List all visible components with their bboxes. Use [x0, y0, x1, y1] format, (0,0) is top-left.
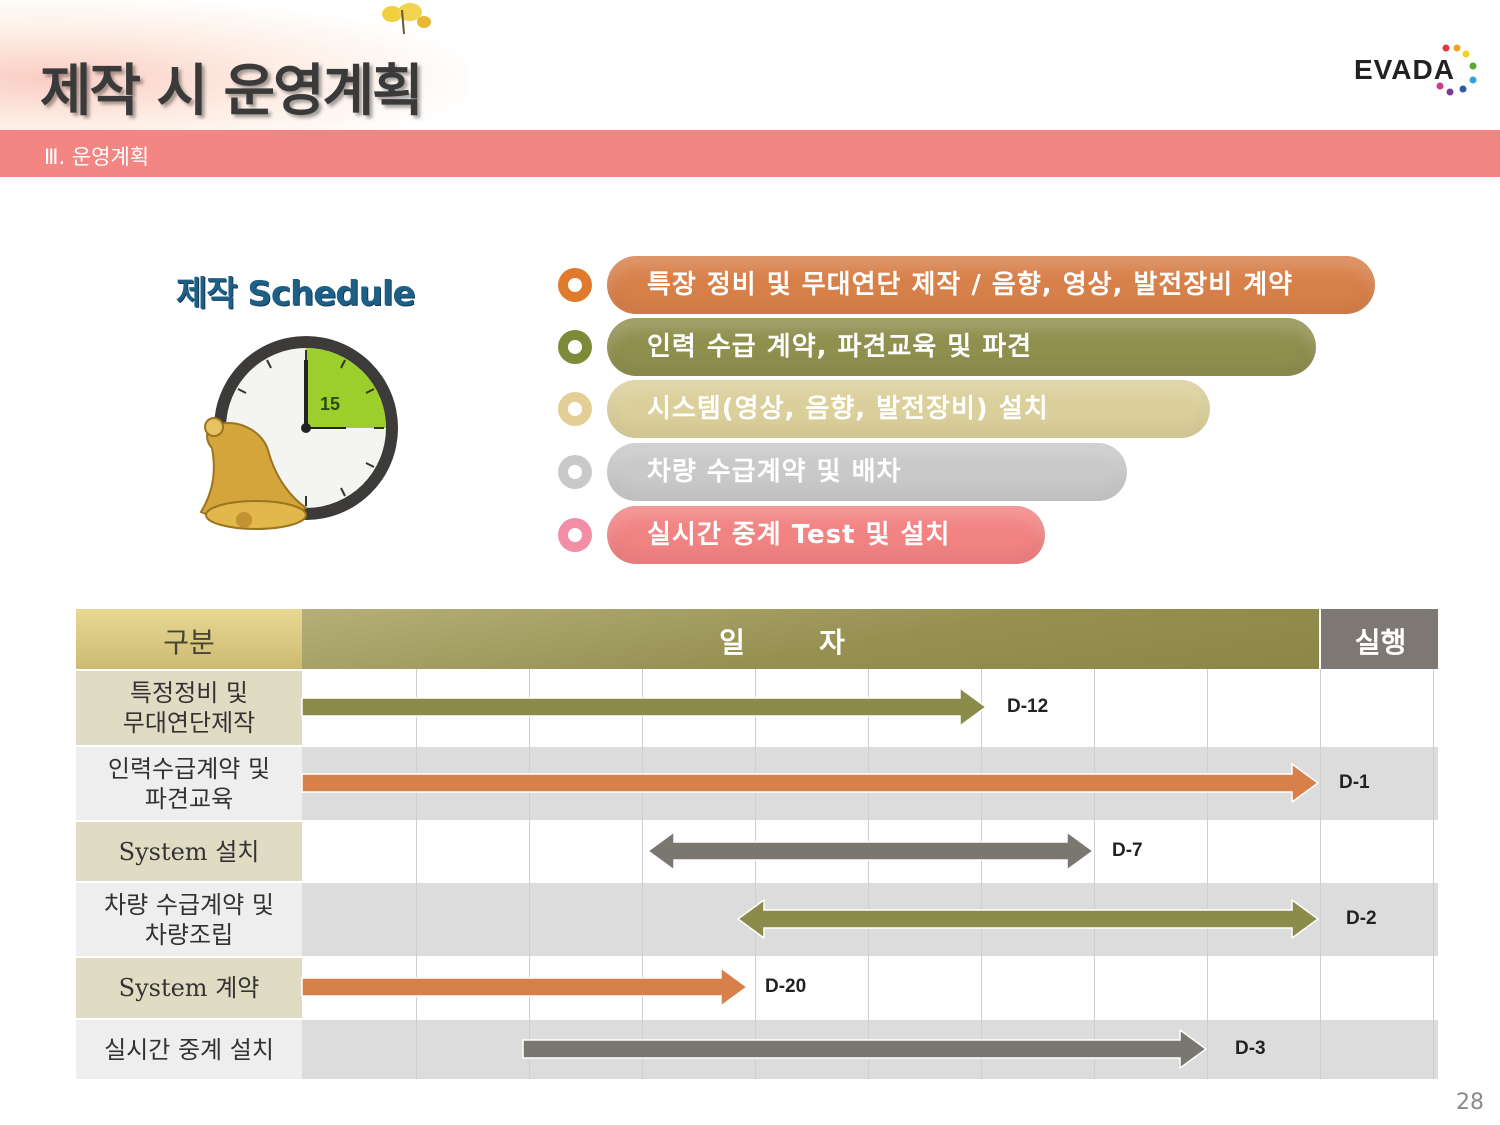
schedule-bullet-icon — [558, 268, 592, 302]
section-band — [0, 130, 1500, 177]
row-label: 차량 수급계약 및 차량조립 — [76, 881, 302, 956]
exec-header-label: 실행 — [1354, 626, 1407, 659]
evada-logo: EVADA — [1352, 42, 1482, 106]
grid-line — [755, 956, 756, 1018]
category-header-label: 구분 — [163, 626, 215, 659]
timeline-arrow — [301, 687, 988, 727]
arrow-shape — [301, 762, 1320, 803]
grid-line — [1207, 1018, 1208, 1079]
grid-line — [1433, 820, 1434, 881]
row-label: System 설치 — [76, 820, 302, 881]
date-header-label-2: 자 — [819, 626, 845, 659]
table-header-exec: 실행 — [1319, 609, 1438, 669]
schedule-item: 특장 정비 및 무대연단 제작 / 음향, 영상, 발전장비 계약 — [607, 256, 1375, 314]
grid-line — [642, 820, 643, 881]
grid-line — [868, 956, 869, 1018]
clock-number: 15 — [320, 394, 340, 414]
grid-line — [1320, 745, 1321, 820]
grid-line — [1094, 956, 1095, 1018]
timeline-arrow — [646, 830, 1095, 871]
timeline-arrow — [736, 898, 1320, 939]
row-label: 특정정비 및 무대연단제작 — [76, 669, 302, 745]
deadline-label: D-2 — [1346, 907, 1377, 929]
row-label: System 계약 — [76, 956, 302, 1018]
schedule-bullet-icon — [558, 330, 592, 364]
schedule-item: 실시간 중계 Test 및 설치 — [607, 506, 1045, 564]
page-number: 28 — [1456, 1090, 1484, 1115]
grid-line — [1094, 669, 1095, 745]
arrow-shape — [522, 1028, 1208, 1069]
grid-line — [1320, 881, 1321, 956]
grid-line — [416, 1018, 417, 1079]
schedule-bullet-icon — [558, 455, 592, 489]
timeline-arrow — [522, 1028, 1208, 1069]
table-header-date: 일 자 — [302, 609, 1319, 669]
deadline-label: D-3 — [1235, 1037, 1266, 1059]
grid-line — [416, 820, 417, 881]
logo-text: EVADA — [1354, 54, 1455, 85]
grid-line — [529, 881, 530, 956]
grid-line — [1094, 820, 1095, 881]
grid-line — [1320, 1018, 1321, 1079]
grid-line — [1207, 669, 1208, 745]
grid-line — [981, 956, 982, 1018]
grid-line — [1433, 881, 1434, 956]
arrow-shape — [736, 898, 1320, 939]
schedule-item: 시스템(영상, 음향, 발전장비) 설치 — [607, 380, 1210, 438]
grid-line — [1433, 669, 1434, 745]
grid-line — [416, 881, 417, 956]
grid-line — [529, 820, 530, 881]
timeline-arrow — [301, 967, 749, 1007]
deadline-label: D-12 — [1007, 696, 1049, 717]
arrow-shape — [301, 967, 749, 1007]
clock-bell-icon: 15 — [199, 336, 398, 530]
butterfly-icon — [382, 3, 431, 35]
grid-line — [1320, 956, 1321, 1018]
row-label: 실시간 중계 설치 — [76, 1018, 302, 1079]
row-label: 인력수급계약 및 파견교육 — [76, 745, 302, 820]
grid-line — [1207, 820, 1208, 881]
schedule-table: 구분 일 자 실행 특정정비 및 무대연단제작 D-12 인력수급계약 및 파견교육… — [76, 609, 1438, 1079]
timeline-arrow — [301, 762, 1320, 803]
deadline-label: D-7 — [1112, 839, 1143, 861]
deadline-label: D-1 — [1339, 771, 1370, 793]
page-title: 제작 시 운영계획 — [40, 59, 424, 124]
schedule-item: 인력 수급 계약, 파견교육 및 파견 — [607, 318, 1316, 376]
table-header-category: 구분 — [76, 609, 302, 669]
date-header-label-1: 일 — [719, 626, 745, 659]
grid-line — [1207, 956, 1208, 1018]
grid-line — [1433, 956, 1434, 1018]
grid-line — [642, 881, 643, 956]
grid-line — [1320, 820, 1321, 881]
schedule-bullet-icon — [558, 518, 592, 552]
arrow-shape — [301, 687, 988, 727]
schedule-bullet-icon — [558, 392, 592, 426]
schedule-title: 제작 Schedule — [176, 274, 416, 314]
grid-line — [1433, 745, 1434, 820]
grid-line — [1433, 1018, 1434, 1079]
grid-line — [1320, 669, 1321, 745]
arrow-shape — [646, 830, 1095, 871]
schedule-item: 차량 수급계약 및 배차 — [607, 443, 1127, 501]
deadline-label: D-20 — [765, 976, 807, 997]
section-label: Ⅲ. 운영계획 — [44, 145, 150, 169]
